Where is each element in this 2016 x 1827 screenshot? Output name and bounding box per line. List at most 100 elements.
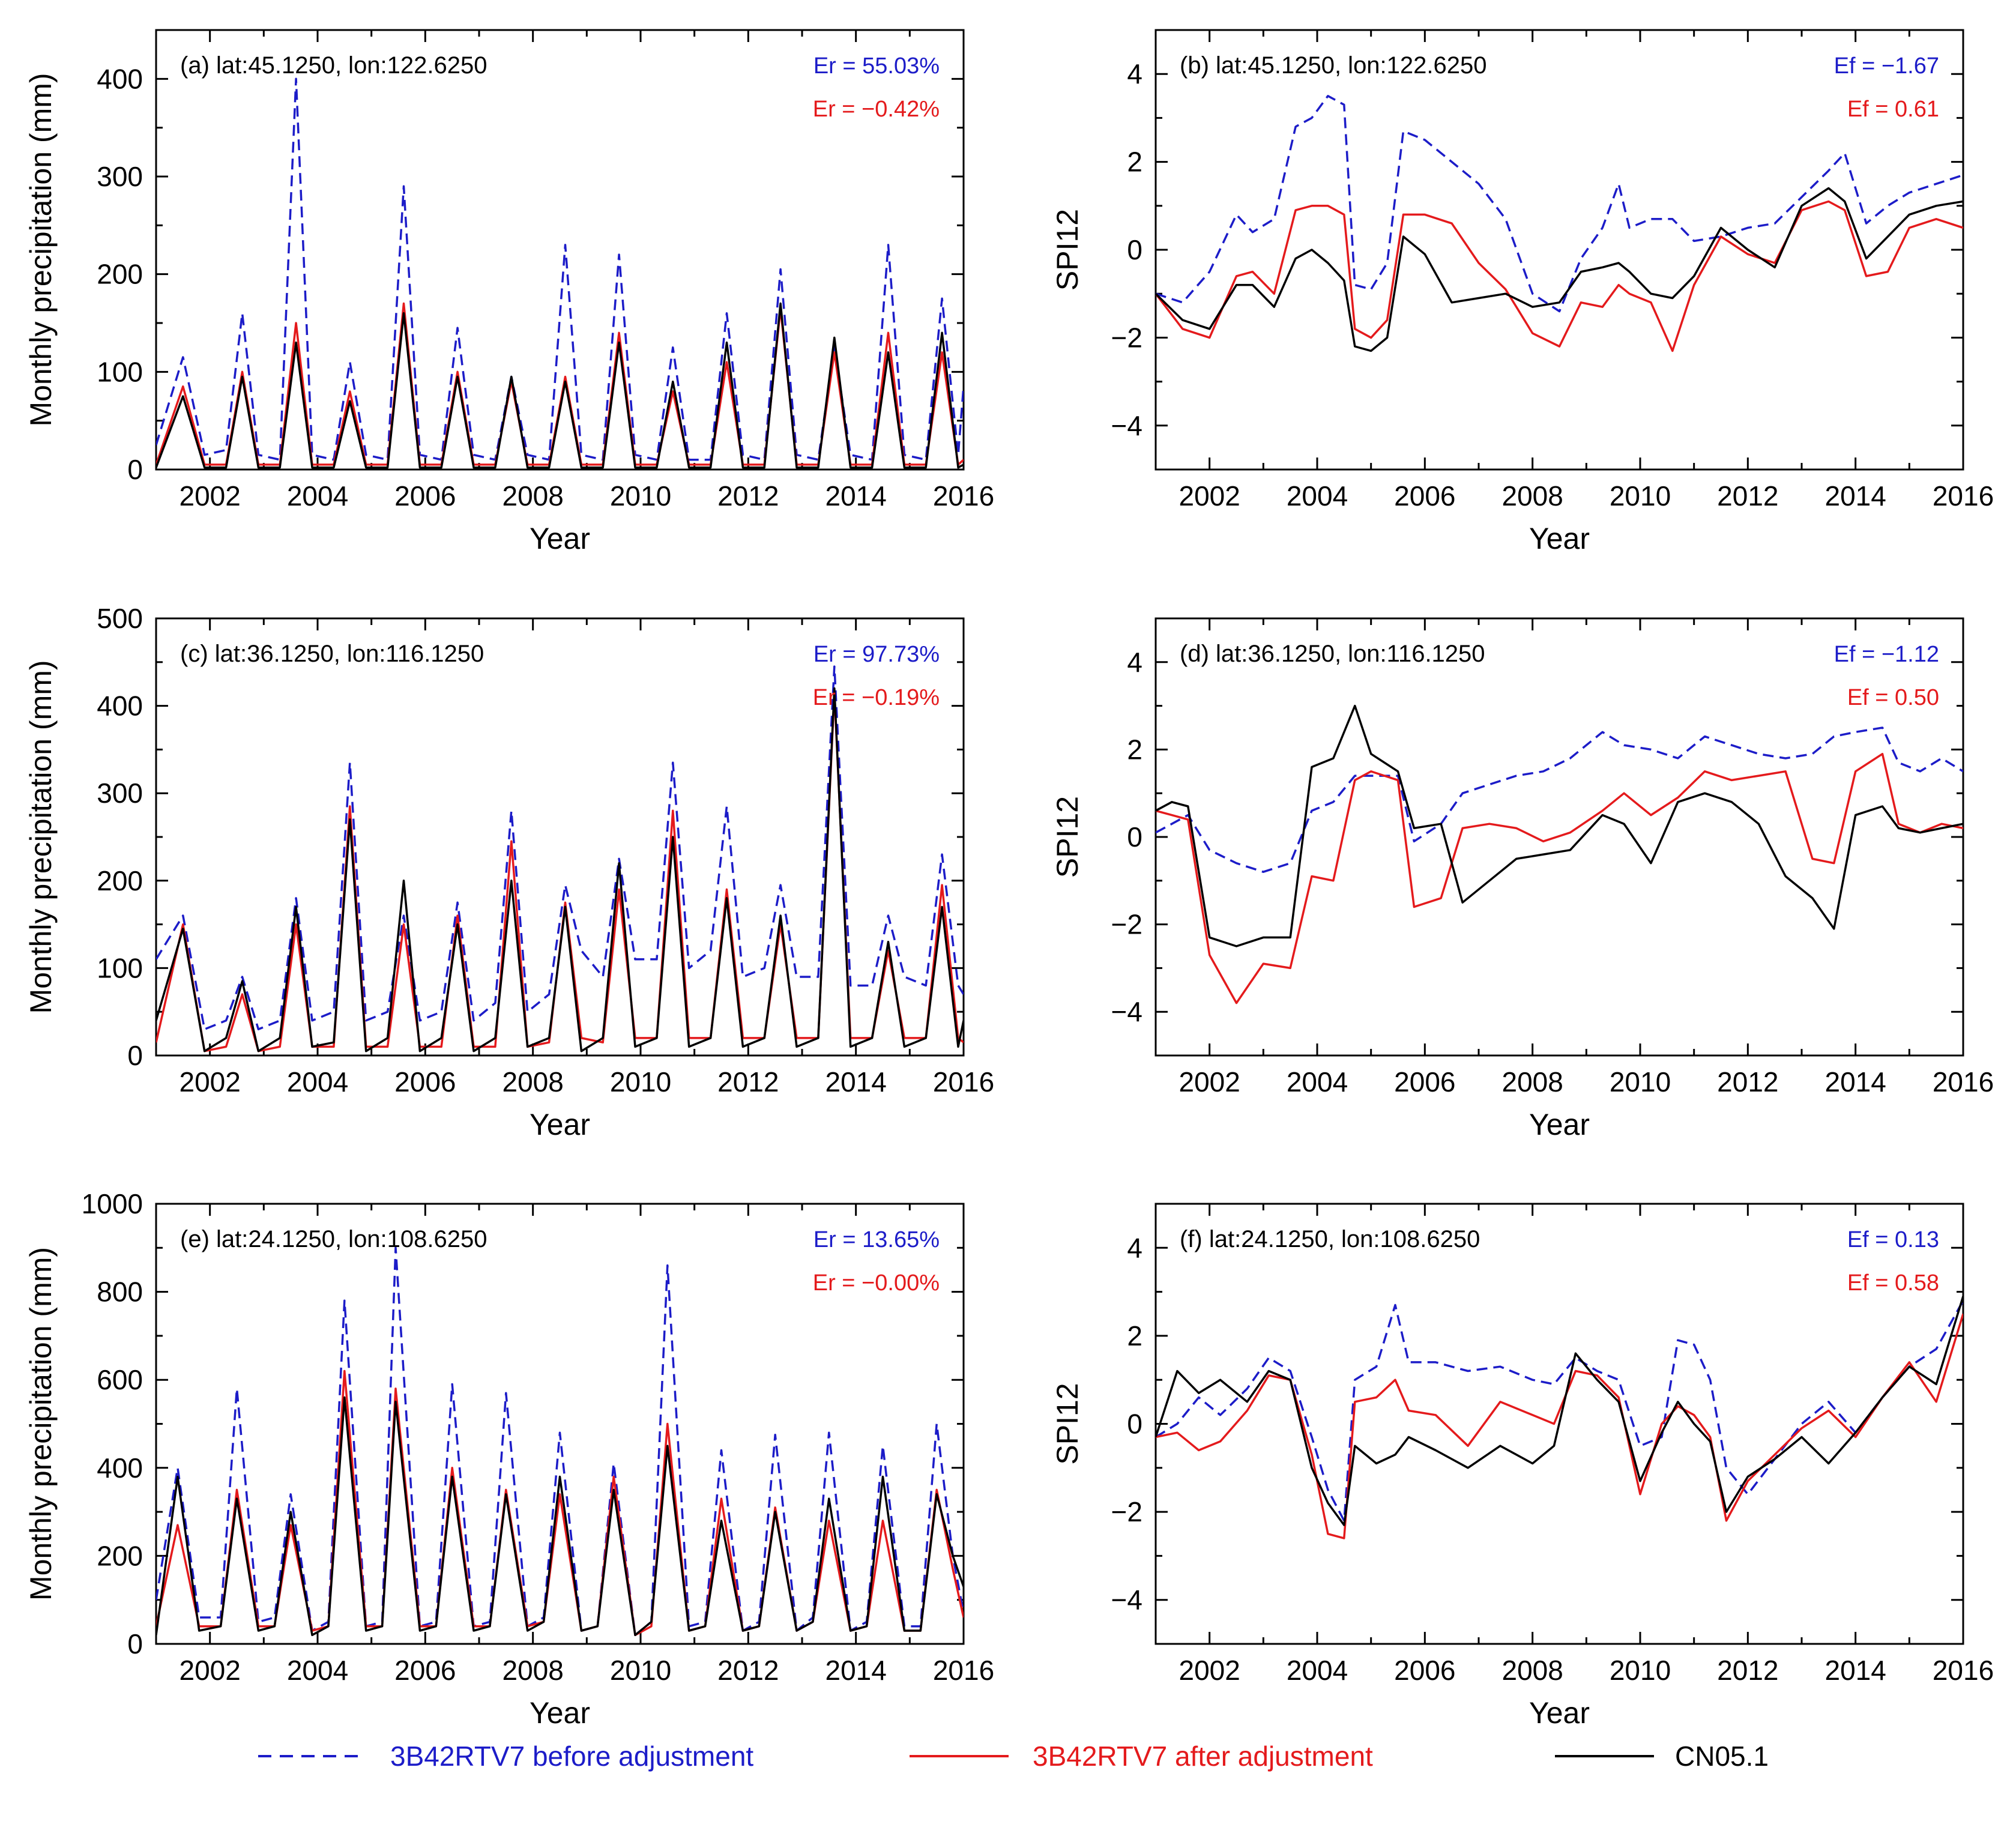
- x-tick-label: 2014: [1824, 480, 1886, 512]
- y-tick-label: −4: [1111, 410, 1142, 441]
- x-tick-label: 2012: [717, 1655, 779, 1686]
- x-tick-label: 2016: [1933, 480, 1994, 512]
- x-axis-title: Year: [1529, 1108, 1590, 1141]
- x-tick-label: 2006: [1394, 1655, 1455, 1686]
- x-tick-label: 2004: [1287, 480, 1348, 512]
- series-line-obs: [1156, 187, 1963, 352]
- series-line-obs: [1156, 704, 1963, 947]
- y-tick-label: 1000: [82, 1188, 143, 1219]
- y-axis-title: Monthly precipitation (mm): [24, 73, 58, 426]
- y-axis-title: SPI12: [1051, 1383, 1084, 1464]
- stat-label-after: Er = −0.00%: [813, 1270, 940, 1296]
- y-axis-title: SPI12: [1051, 796, 1084, 878]
- y-tick-label: 600: [97, 1364, 143, 1395]
- y-axis-title: Monthly precipitation (mm): [24, 660, 58, 1013]
- y-tick-label: 300: [97, 161, 143, 192]
- x-tick-label: 2014: [1824, 1655, 1886, 1686]
- x-tick-label: 2016: [1933, 1655, 1994, 1686]
- stat-label-before: Ef = −1.67: [1834, 53, 1939, 79]
- x-axis-title: Year: [1529, 522, 1590, 555]
- legend: 3B42RTV7 before adjustment 3B42RTV7 after…: [258, 1741, 1769, 1772]
- series-line-after: [1156, 200, 1963, 352]
- y-tick-label: 4: [1127, 58, 1142, 89]
- x-tick-label: 2012: [1717, 1655, 1778, 1686]
- x-tick-label: 2014: [825, 1066, 886, 1098]
- x-tick-label: 2014: [1824, 1066, 1886, 1098]
- x-tick-label: 2006: [394, 1066, 456, 1098]
- x-tick-label: 2014: [825, 1655, 886, 1686]
- panel-a: 2002 2004 2006 2008 2010 2012 2014 2016 Year 0 100…: [24, 29, 994, 555]
- x-tick-label: 2008: [1501, 1066, 1563, 1098]
- x-axis-title: Year: [530, 522, 590, 555]
- y-tick-label: 4: [1127, 1232, 1142, 1263]
- panel-c: 2002 2004 2006 2008 2010 2012 2014 2016 Year 0 100…: [24, 603, 994, 1141]
- x-tick-label: 2010: [610, 1066, 671, 1098]
- y-tick-label: 400: [97, 690, 143, 722]
- series-line-before: [1156, 726, 1963, 873]
- series-line-obs: [156, 1396, 964, 1637]
- y-tick-label: 0: [1127, 1409, 1142, 1440]
- series-line-obs: [156, 687, 964, 1052]
- x-tick-label: 2004: [1287, 1066, 1348, 1098]
- x-tick-label: 2002: [1179, 480, 1240, 512]
- y-tick-label: 100: [97, 952, 143, 983]
- y-tick-label: 2: [1127, 734, 1142, 765]
- x-tick-label: 2002: [1179, 1066, 1240, 1098]
- x-tick-label: 2006: [394, 1655, 456, 1686]
- stat-label-before: Er = 97.73%: [813, 642, 940, 667]
- y-tick-label: 0: [1127, 821, 1142, 853]
- x-tick-label: 2002: [179, 1066, 240, 1098]
- x-tick-label: 2010: [610, 480, 671, 512]
- x-tick-label: 2008: [1501, 480, 1563, 512]
- stat-label-before: Ef = −1.12: [1834, 642, 1939, 667]
- y-tick-label: −2: [1111, 909, 1142, 940]
- y-tick-label: −2: [1111, 1496, 1142, 1527]
- y-tick-label: 0: [127, 1628, 143, 1659]
- x-tick-label: 2012: [717, 480, 779, 512]
- x-tick-label: 2010: [1610, 1066, 1671, 1098]
- stat-label-after: Er = −0.19%: [813, 685, 940, 710]
- x-tick-label: 2010: [1610, 1655, 1671, 1686]
- panel-title: (d) lat:36.1250, lon:116.1250: [1180, 641, 1485, 667]
- x-axis-title: Year: [530, 1108, 590, 1141]
- y-tick-label: 100: [97, 356, 143, 387]
- x-tick-label: 2006: [394, 480, 456, 512]
- x-tick-label: 2016: [933, 1066, 994, 1098]
- x-axis-title: Year: [1529, 1696, 1590, 1730]
- x-tick-label: 2008: [502, 1066, 563, 1098]
- y-axis-title: SPI12: [1051, 209, 1084, 291]
- x-tick-label: 2004: [1287, 1655, 1348, 1686]
- x-tick-label: 2002: [1179, 1655, 1240, 1686]
- x-axis-title: Year: [530, 1696, 590, 1730]
- x-tick-label: 2012: [1717, 480, 1778, 512]
- y-tick-label: 2: [1127, 1320, 1142, 1351]
- x-tick-label: 2004: [287, 480, 348, 512]
- panel-d: 2002 2004 2006 2008 2010 2012 2014 2016 Year −4 −2…: [1051, 617, 1994, 1141]
- x-tick-label: 2006: [1394, 480, 1455, 512]
- x-tick-label: 2004: [287, 1066, 348, 1098]
- y-tick-label: 200: [97, 259, 143, 290]
- panel-e: 2002 2004 2006 2008 2010 2012 2014 2016 Year 0 200…: [24, 1188, 994, 1730]
- panel-title: (c) lat:36.1250, lon:116.1250: [180, 641, 484, 667]
- series-line-obs: [1156, 1296, 1963, 1526]
- stat-label-after: Er = −0.42%: [813, 97, 940, 122]
- panel-title: (b) lat:45.1250, lon:122.6250: [1180, 52, 1487, 79]
- stat-label-before: Er = 13.65%: [813, 1227, 940, 1252]
- x-tick-label: 2016: [933, 1655, 994, 1686]
- y-tick-label: −4: [1111, 1584, 1142, 1616]
- x-tick-label: 2014: [825, 480, 886, 512]
- series-line-before: [156, 77, 964, 461]
- y-tick-label: 4: [1127, 647, 1142, 678]
- legend-label-0: 3B42RTV7 before adjustment: [390, 1741, 753, 1772]
- y-tick-label: 0: [1127, 234, 1142, 265]
- panel-title: (f) lat:24.1250, lon:108.6250: [1180, 1226, 1480, 1252]
- panel-title: (a) lat:45.1250, lon:122.6250: [180, 52, 487, 79]
- series-line-before: [1156, 1300, 1963, 1522]
- x-tick-label: 2016: [933, 480, 994, 512]
- stat-label-after: Ef = 0.50: [1847, 685, 1939, 710]
- legend-label-1: 3B42RTV7 after adjustment: [1033, 1741, 1373, 1772]
- x-tick-label: 2012: [1717, 1066, 1778, 1098]
- y-tick-label: −2: [1111, 322, 1142, 353]
- x-tick-label: 2008: [502, 480, 563, 512]
- series-line-before: [156, 665, 964, 1031]
